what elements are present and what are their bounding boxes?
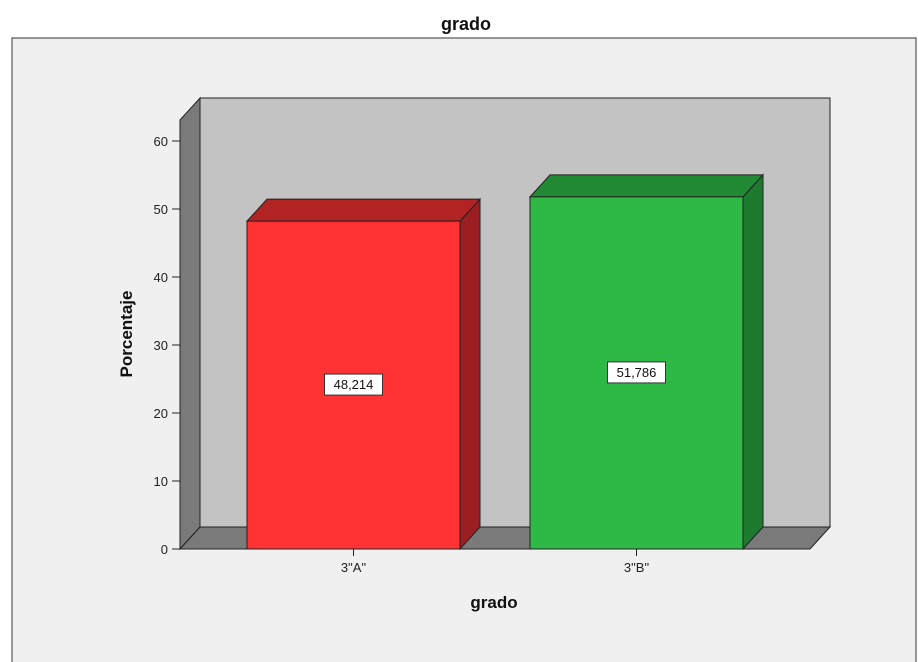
data-label-text: 51,786 [617, 365, 657, 380]
data-label: 51,786 [607, 361, 666, 384]
y-tick-label: 50 [154, 202, 168, 217]
bar-side-face [459, 197, 481, 551]
bar-top-face [245, 198, 482, 222]
y-tick-label: 0 [161, 542, 168, 557]
y-tick-label: 60 [154, 134, 168, 149]
y-tick-label: 30 [154, 338, 168, 353]
bar-1: 48,214 [245, 197, 482, 551]
bars-group: 48,214 51,786 [245, 173, 765, 551]
y-tick-label: 40 [154, 270, 168, 285]
y-axis-title: Porcentaje [117, 291, 136, 378]
x-axis-ticks: 3"A" 3"B" [341, 549, 650, 575]
data-label: 48,214 [324, 373, 383, 396]
y-axis-ticks: 0 10 20 30 40 50 60 [154, 134, 180, 557]
x-tick-label: 3"B" [624, 560, 650, 575]
bar-side-face [742, 173, 764, 551]
y-tick-label: 10 [154, 474, 168, 489]
y-tick-label: 20 [154, 406, 168, 421]
plot-left-wall [179, 96, 201, 551]
chart-title: grado [441, 14, 491, 34]
data-label-text: 48,214 [334, 377, 374, 392]
x-axis-title: grado [470, 593, 517, 612]
bar-front-face [529, 196, 744, 550]
bar-2: 51,786 [528, 173, 765, 551]
bar-top-face [528, 174, 765, 198]
x-tick-label: 3"A" [341, 560, 367, 575]
